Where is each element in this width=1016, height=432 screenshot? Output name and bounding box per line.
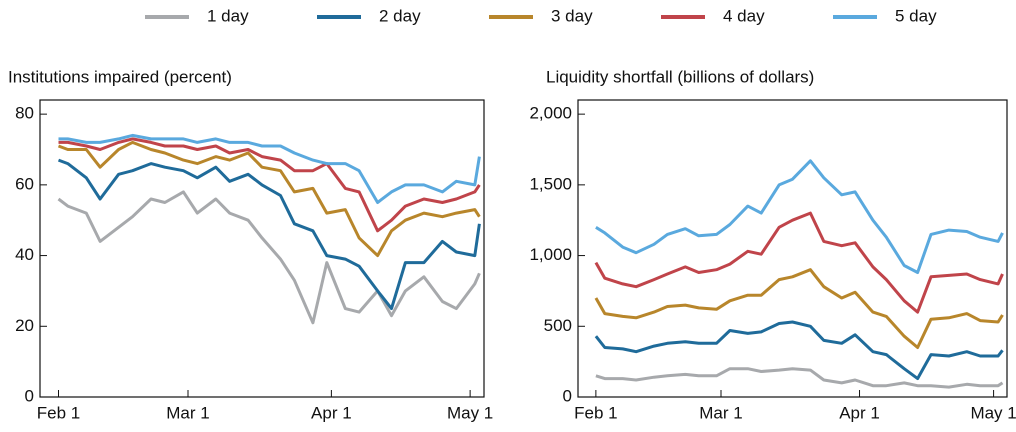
panel-title: Liquidity shortfall (billions of dollars… bbox=[546, 67, 814, 86]
series-line bbox=[58, 133, 481, 204]
series-line bbox=[58, 137, 481, 233]
x-tick-label: Apr 1 bbox=[311, 403, 352, 422]
series-line bbox=[594, 320, 1004, 381]
series-line bbox=[595, 159, 1004, 274]
y-tick-label: 60 bbox=[15, 174, 34, 193]
x-tick-label: May 1 bbox=[447, 403, 493, 422]
y-tick-label: 0 bbox=[563, 386, 572, 405]
y-tick-label: 1,500 bbox=[529, 174, 572, 193]
y-tick-label: 1,000 bbox=[529, 245, 572, 264]
plot-frame bbox=[577, 99, 1008, 398]
series-line bbox=[595, 367, 1004, 389]
y-tick-label: 80 bbox=[15, 104, 34, 123]
y-tick-label: 20 bbox=[15, 316, 34, 335]
series-line bbox=[57, 158, 481, 311]
panel-title: Institutions impaired (percent) bbox=[8, 67, 232, 86]
legend-label: 5 day bbox=[895, 6, 937, 25]
x-tick-label: May 1 bbox=[970, 403, 1016, 422]
y-tick-label: 500 bbox=[544, 316, 572, 335]
series-line bbox=[594, 268, 1004, 349]
x-tick-label: Mar 1 bbox=[699, 403, 742, 422]
x-tick-label: Feb 1 bbox=[574, 403, 617, 422]
y-tick-label: 2,000 bbox=[529, 104, 572, 123]
legend-label: 2 day bbox=[379, 6, 421, 25]
x-tick-label: Apr 1 bbox=[839, 403, 880, 422]
legend-label: 1 day bbox=[207, 6, 249, 25]
y-tick-label: 0 bbox=[25, 386, 34, 405]
x-tick-label: Mar 1 bbox=[166, 403, 209, 422]
series-line bbox=[57, 190, 481, 325]
plot-frame bbox=[39, 99, 485, 398]
legend-label: 3 day bbox=[551, 6, 593, 25]
legend-label: 4 day bbox=[723, 6, 765, 25]
x-tick-label: Feb 1 bbox=[37, 403, 80, 422]
y-tick-label: 40 bbox=[15, 245, 34, 264]
series-line bbox=[57, 140, 481, 258]
series-line bbox=[594, 211, 1004, 314]
